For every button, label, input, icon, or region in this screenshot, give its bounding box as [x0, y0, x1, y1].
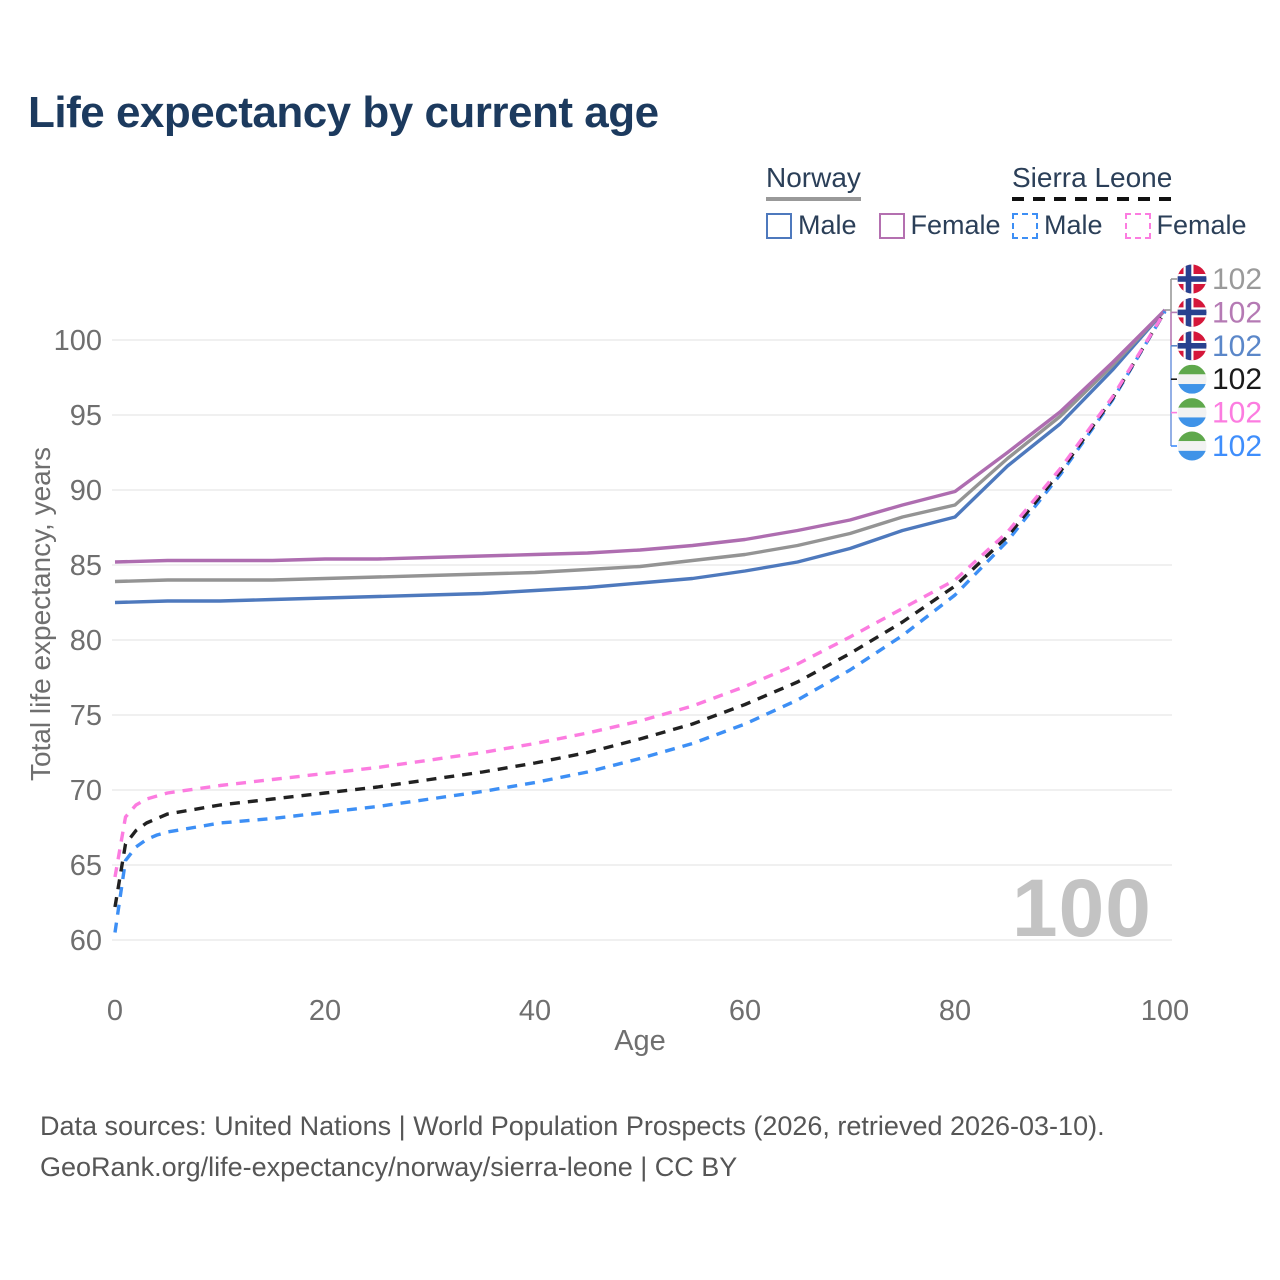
end-value-label-norway-male: 102 — [1212, 330, 1262, 363]
legend-label: Female — [910, 210, 1001, 240]
x-tick-label-0: 0 — [107, 995, 123, 1027]
end-value-label-norway-both: 102 — [1212, 263, 1262, 296]
x-axis-title: Age — [614, 1025, 666, 1057]
x-tick-label-100: 100 — [1141, 995, 1189, 1027]
series-line-norway-male[interactable] — [114, 308, 1167, 605]
end-value-label-sierra-leone-female: 102 — [1212, 397, 1262, 430]
y-tick-label-75: 75 — [70, 700, 102, 732]
x-tick-label-40: 40 — [519, 995, 551, 1027]
sierra-leone-flag-icon — [1177, 364, 1207, 394]
legend-group-sierra-leone: Sierra Leone Male Female — [1012, 162, 1269, 241]
legend-country-sierra-leone[interactable]: Sierra Leone — [1012, 162, 1173, 193]
norway-flag-icon — [1177, 264, 1207, 294]
y-tick-label-90: 90 — [70, 475, 102, 507]
y-tick-label-80: 80 — [70, 625, 102, 657]
y-tick-label-70: 70 — [70, 775, 102, 807]
norway-line-style-swatch — [766, 197, 861, 201]
norway-male-swatch — [766, 212, 792, 239]
norway-flag-icon — [1177, 297, 1207, 327]
series-line-sierra-leone-female[interactable] — [113, 310, 1167, 878]
series-line-sierra-leone-male[interactable] — [113, 310, 1167, 933]
data-source-note: Data sources: United Nations | World Pop… — [40, 1111, 1105, 1141]
end-value-label-sierra-leone-both: 102 — [1212, 363, 1262, 396]
legend-label: Male — [1044, 210, 1103, 240]
legend-item-sierra-leone-male[interactable]: Male — [1012, 210, 1103, 241]
x-tick-label-20: 20 — [309, 995, 341, 1027]
sierra-leone-flag-icon — [1177, 431, 1207, 461]
sierra-leone-female-swatch — [1124, 212, 1151, 239]
axis-tick-labels: 60 65 70 75 80 85 90 95 100 0 20 40 60 80 100 — [54, 325, 1190, 1027]
series-line-sierra-leone-both[interactable] — [113, 310, 1167, 908]
sierra-leone-male-swatch — [1012, 212, 1038, 239]
y-tick-label-85: 85 — [70, 550, 102, 582]
series-lines — [113, 308, 1167, 933]
page-title: Life expectancy by current age — [28, 88, 659, 137]
legend-group-norway: Norway Male Female — [766, 162, 1023, 241]
legend-label: Female — [1156, 210, 1247, 240]
legend-label: Male — [798, 210, 857, 240]
y-tick-label-65: 65 — [70, 850, 102, 882]
legend-item-norway-male[interactable]: Male — [766, 210, 857, 241]
sierra-leone-line-style-swatch — [1012, 197, 1173, 201]
x-tick-label-80: 80 — [939, 995, 971, 1027]
sierra-leone-flag-icon — [1177, 398, 1207, 428]
y-tick-label-95: 95 — [70, 400, 102, 432]
attribution-note: GeoRank.org/life-expectancy/norway/sierr… — [40, 1152, 738, 1183]
age-watermark: 100 — [1012, 863, 1152, 954]
norway-flag-icon — [1177, 331, 1207, 361]
legend-item-sierra-leone-female[interactable]: Female — [1124, 210, 1247, 241]
norway-female-swatch — [878, 212, 905, 239]
end-value-label-sierra-leone-male: 102 — [1212, 430, 1262, 463]
footer: Data sources: United Nations | World Pop… — [40, 1106, 1105, 1188]
end-label-connectors — [1165, 278, 1177, 447]
y-tick-label-60: 60 — [70, 925, 102, 957]
x-tick-label-60: 60 — [729, 995, 761, 1027]
legend-country-norway[interactable]: Norway — [766, 162, 861, 193]
gridlines — [112, 339, 1172, 941]
legend-item-norway-female[interactable]: Female — [878, 210, 1001, 241]
series-line-norway-female[interactable] — [114, 308, 1167, 564]
series-line-norway-both[interactable] — [114, 308, 1167, 584]
y-tick-label-100: 100 — [54, 325, 102, 357]
y-axis-title: Total life expectancy, years — [25, 447, 56, 781]
end-value-label-norway-female: 102 — [1212, 296, 1262, 329]
